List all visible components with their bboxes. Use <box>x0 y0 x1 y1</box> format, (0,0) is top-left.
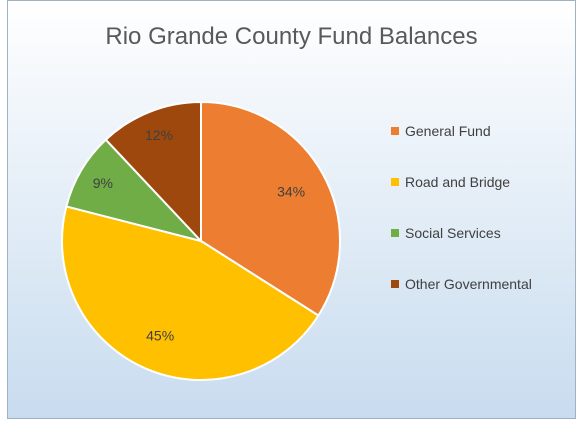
chart-area: Rio Grande County Fund Balances 34% 45% 9%… <box>7 0 576 419</box>
legend-item-social-services: Social Services <box>391 220 532 245</box>
legend-item-other-governmental: Other Governmental <box>391 271 532 296</box>
legend-swatch <box>391 279 399 288</box>
legend-swatch <box>391 126 399 135</box>
data-label-other-governmental: 12% <box>145 127 173 143</box>
legend-swatch <box>391 228 399 237</box>
legend-item-general-fund: General Fund <box>391 118 532 143</box>
legend: General Fund Road and Bridge Social Servic… <box>391 118 532 322</box>
data-label-social-services: 9% <box>93 175 113 191</box>
pie-slice-road-and-bridge <box>61 205 320 381</box>
chart-title: Rio Grande County Fund Balances <box>105 23 478 50</box>
data-label-road-and-bridge: 45% <box>146 327 174 343</box>
legend-label: Road and Bridge <box>405 173 511 190</box>
legend-label: Other Governmental <box>405 275 532 292</box>
pie-slice-social-services <box>65 138 205 243</box>
legend-swatch <box>391 177 399 186</box>
legend-label: Social Services <box>405 224 501 241</box>
pie-chart: 34% 45% 9% 12% <box>61 100 341 381</box>
legend-label: General Fund <box>405 122 491 139</box>
pie-slice-other-governmental <box>104 100 202 244</box>
legend-item-road-and-bridge: Road and Bridge <box>391 169 532 194</box>
data-label-general-fund: 34% <box>277 183 305 199</box>
